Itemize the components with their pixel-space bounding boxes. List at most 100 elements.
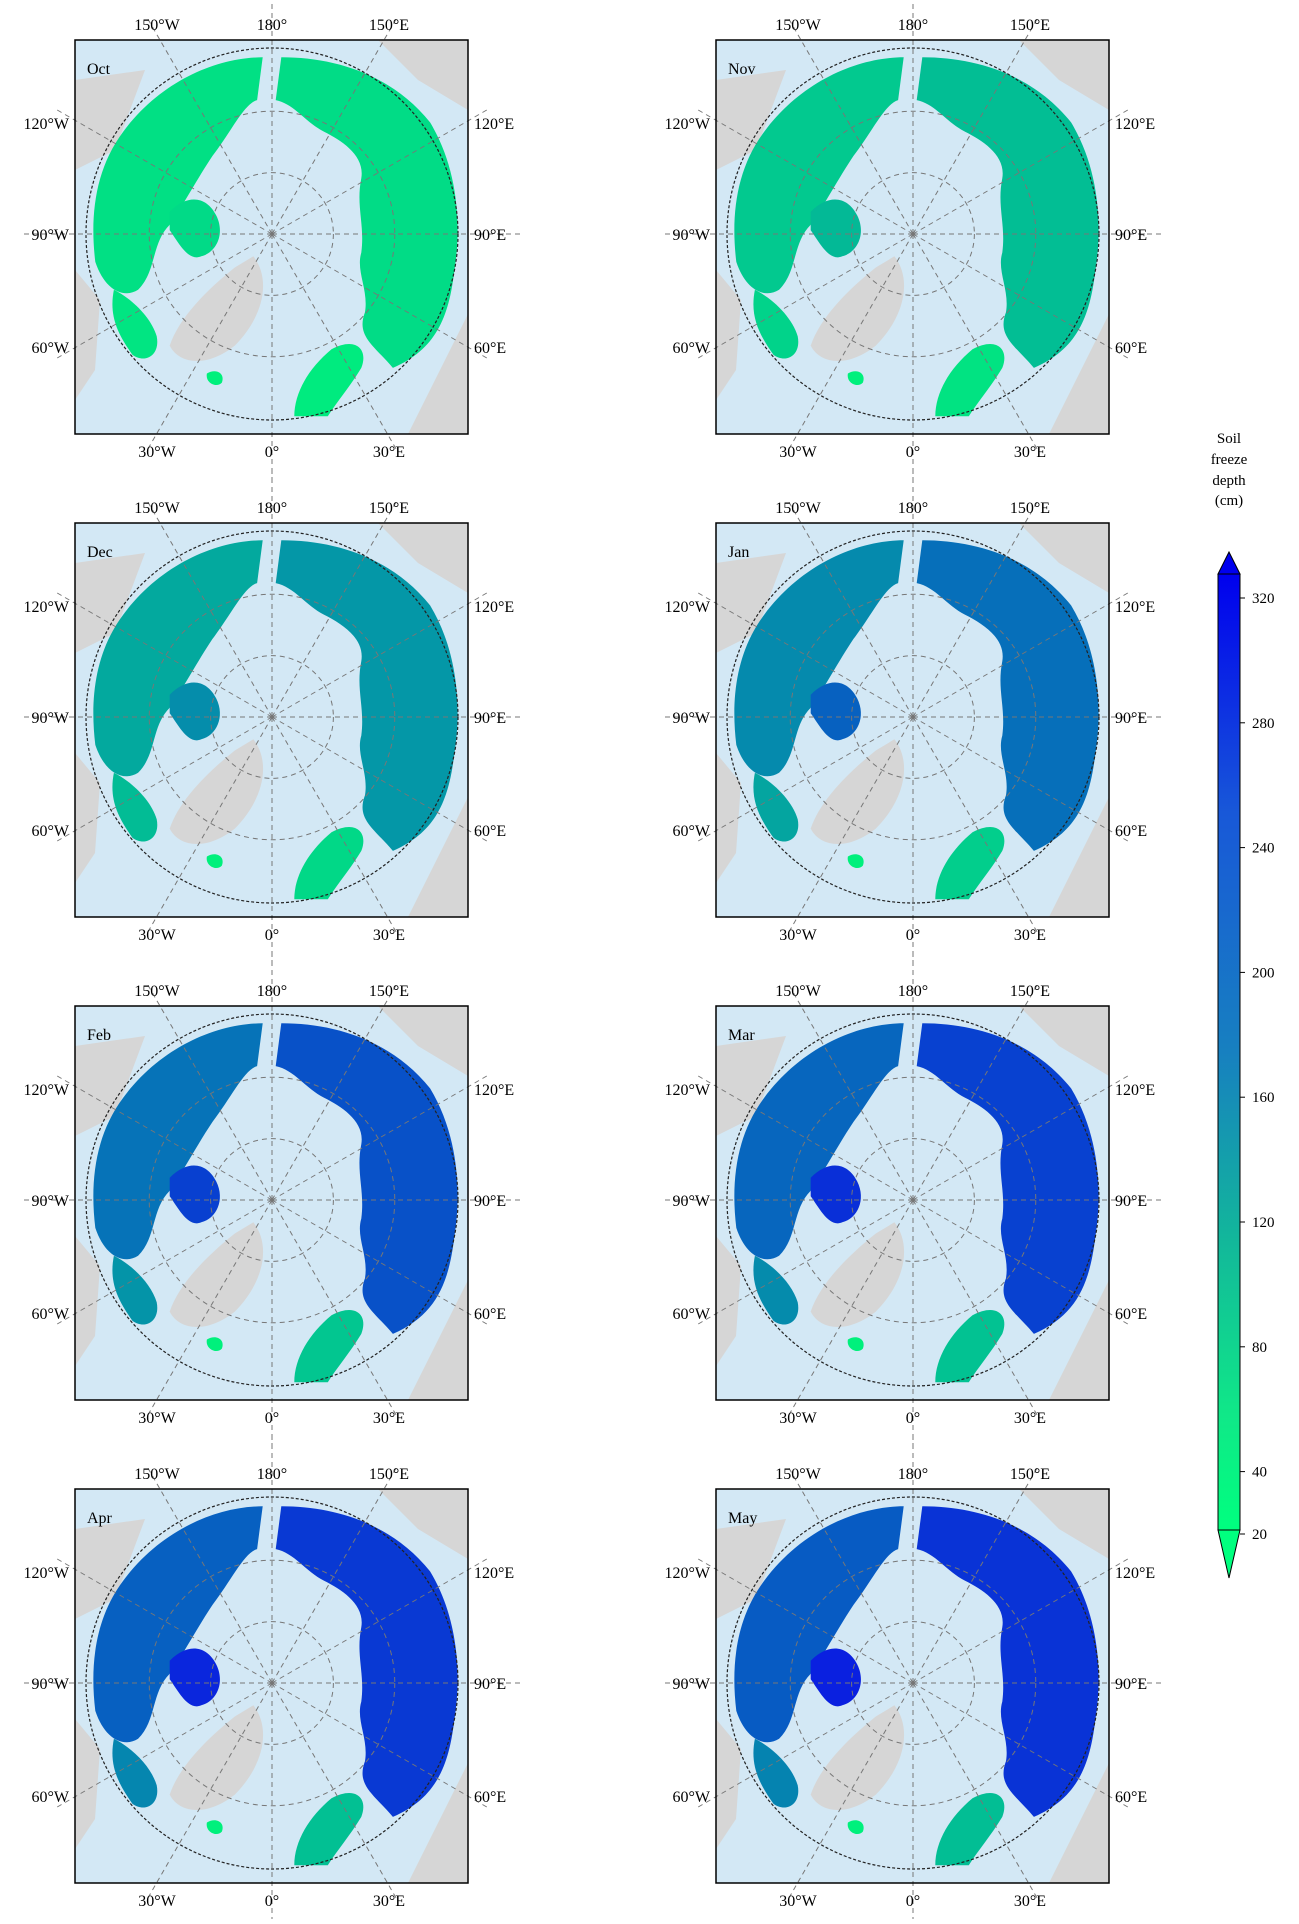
lon-label-right: 90°E (1115, 1193, 1147, 1210)
panel-frame (715, 522, 1110, 918)
colorbar-max-arrow (1217, 550, 1241, 575)
land-outside (716, 1036, 786, 1136)
map-panel-feb: Feb 150°W 180° 150°E 30°W 0° 30°E 120°W 90°W 60°W… (20, 948, 524, 1452)
lon-label-top: 180° (898, 1466, 928, 1483)
iceland-freeze (847, 1337, 864, 1352)
lon-label-bottom: 0° (906, 1893, 920, 1910)
labrador-freeze (753, 289, 799, 359)
month-label: Mar (728, 1027, 755, 1044)
land-outside (408, 1280, 468, 1400)
lon-label-top: 150°W (134, 17, 180, 34)
lon-label-top: 150°W (775, 500, 821, 517)
lon-label-left: 90°W (32, 227, 70, 244)
month-label: Oct (87, 61, 111, 78)
lon-label-right: 60°E (1115, 340, 1147, 357)
labrador-freeze (112, 1738, 158, 1808)
land-outside (75, 1519, 145, 1619)
lon-label-right: 60°E (1115, 823, 1147, 840)
iceland-freeze (206, 1820, 223, 1835)
land-outside (716, 70, 786, 170)
lon-label-top: 180° (257, 500, 287, 517)
panel-frame (715, 1005, 1110, 1401)
arctic-archipelago-freeze (169, 1165, 220, 1224)
lon-label-right: 120°E (474, 1565, 514, 1582)
lon-label-left: 60°W (32, 340, 70, 357)
lon-label-top: 150°E (369, 983, 409, 1000)
map-boundary-circle (726, 1496, 1100, 1870)
lon-label-top: 150°W (775, 1466, 821, 1483)
map-panel-jan: Jan 150°W 180° 150°E 30°W 0° 30°E 120°W 90°W 60°W… (661, 465, 1165, 969)
lon-label-right: 90°E (474, 1193, 506, 1210)
lon-label-right: 120°E (1115, 1565, 1155, 1582)
lon-label-top: 180° (898, 500, 928, 517)
graticule (661, 948, 1165, 1452)
greenland (810, 256, 905, 361)
colorbar-tick-label: 160 (1252, 1090, 1275, 1106)
labrador-freeze (753, 1738, 799, 1808)
colorbar-tick-label: 320 (1252, 591, 1275, 607)
labrador-freeze (112, 1255, 158, 1325)
lon-label-top: 150°W (775, 983, 821, 1000)
lon-label-right: 60°E (474, 1306, 506, 1323)
graticule (20, 0, 524, 486)
land-outside (75, 1719, 100, 1849)
land-outside (75, 553, 145, 653)
lon-label-right: 90°E (474, 227, 506, 244)
iceland-freeze (206, 854, 223, 869)
colorbar-min-arrow (1217, 1529, 1241, 1579)
graticule (20, 948, 524, 1452)
lon-label-left: 120°W (24, 1082, 70, 1099)
land-outside (716, 1519, 786, 1619)
greenland (169, 739, 264, 844)
month-label: Dec (87, 544, 113, 561)
month-label: Apr (87, 1510, 113, 1527)
month-label: Feb (87, 1027, 111, 1044)
lon-label-left: 120°W (665, 1565, 711, 1582)
map-boundary-circle (726, 47, 1100, 421)
greenland (169, 256, 264, 361)
land-outside (716, 270, 741, 400)
lon-label-left: 90°W (673, 1193, 711, 1210)
lon-label-left: 120°W (665, 599, 711, 616)
lon-label-bottom: 0° (265, 1893, 279, 1910)
lon-label-bottom: 0° (906, 444, 920, 461)
lon-label-left: 120°W (24, 116, 70, 133)
arctic-archipelago-freeze (169, 199, 220, 258)
colorbar-tick-label: 80 (1252, 1340, 1267, 1356)
lon-label-right: 60°E (1115, 1789, 1147, 1806)
land-outside (75, 753, 100, 883)
lon-label-top: 150°E (369, 500, 409, 517)
greenland (810, 1705, 905, 1810)
lon-label-left: 120°W (24, 599, 70, 616)
lon-label-right: 60°E (474, 340, 506, 357)
land-outside (716, 1236, 741, 1366)
colorbar-title-line: (cm) (1215, 493, 1243, 509)
land-outside (1049, 797, 1109, 917)
lon-label-right: 90°E (1115, 227, 1147, 244)
map-panel-oct: Oct 150°W 180° 150°E 30°W 0° 30°E 120°W 90°W 60°W… (20, 0, 524, 486)
land-outside (378, 1006, 468, 1076)
labrador-freeze (112, 289, 158, 359)
panel-frame (74, 39, 469, 435)
lon-label-left: 90°W (673, 227, 711, 244)
land-outside (1019, 1006, 1109, 1076)
colorbar-tick-label: 240 (1252, 841, 1275, 857)
land-outside (1019, 1489, 1109, 1559)
land-outside (378, 1489, 468, 1559)
panel-frame (74, 1488, 469, 1884)
lon-label-top: 150°E (1010, 17, 1050, 34)
lon-label-top: 150°W (134, 983, 180, 1000)
eurasia-freeze (916, 57, 1099, 368)
map-panel-nov: Nov 150°W 180° 150°E 30°W 0° 30°E 120°W 90°W 60°W… (661, 0, 1165, 486)
lon-label-bottom: 30°E (373, 1410, 405, 1427)
lon-label-bottom: 30°W (138, 927, 176, 944)
iceland-freeze (847, 1820, 864, 1835)
lon-label-bottom: 0° (906, 927, 920, 944)
land-outside (75, 1036, 145, 1136)
map-panel-may: May 150°W 180° 150°E 30°W 0° 30°E 120°W 90°W 60°W… (661, 1431, 1165, 1924)
lon-label-top: 150°E (1010, 500, 1050, 517)
colorbar-tick-label: 120 (1252, 1215, 1275, 1231)
colorbar-tick-label: 40 (1252, 1465, 1267, 1481)
map-boundary-circle (726, 1013, 1100, 1387)
